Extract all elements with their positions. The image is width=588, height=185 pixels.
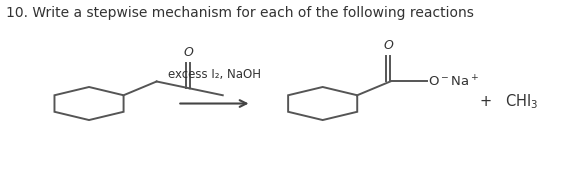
Text: excess I₂, NaOH: excess I₂, NaOH xyxy=(168,68,261,81)
Text: O$^-$Na$^+$: O$^-$Na$^+$ xyxy=(429,74,479,89)
Text: 10. Write a stepwise mechanism for each of the following reactions: 10. Write a stepwise mechanism for each … xyxy=(6,6,475,20)
Text: O: O xyxy=(183,46,193,59)
Text: $+$   CHI$_3$: $+$ CHI$_3$ xyxy=(479,92,539,111)
Text: O: O xyxy=(383,39,393,52)
